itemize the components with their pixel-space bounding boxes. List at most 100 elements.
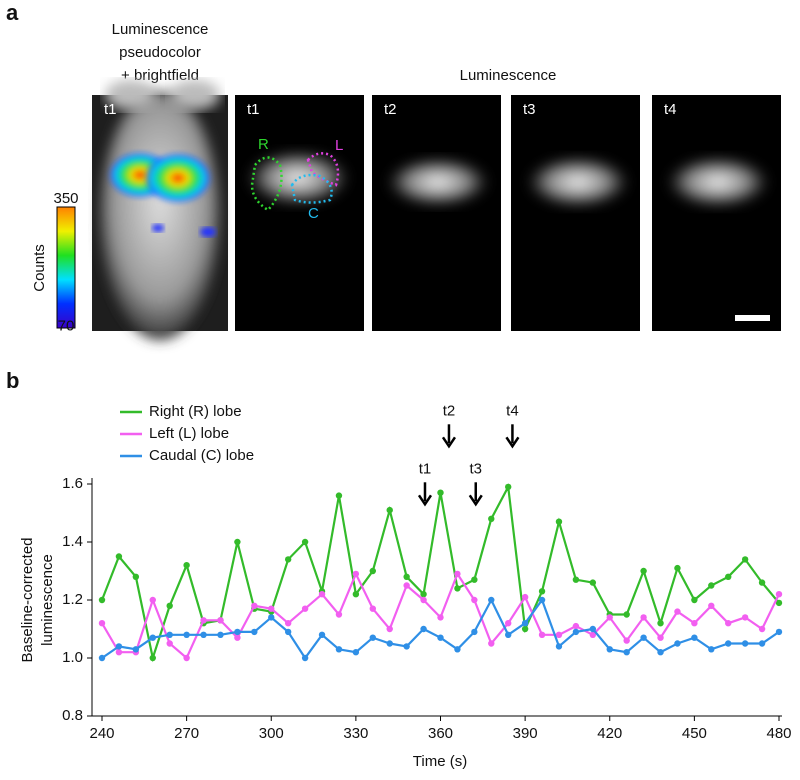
data-point [335,611,343,618]
data-point [589,579,597,586]
data-point [521,593,529,601]
data-point [488,515,495,522]
annotation-label: t4 [506,402,519,419]
data-point [183,654,190,662]
data-point [166,602,173,609]
data-point [149,596,156,604]
data-point [98,620,106,627]
data-point [115,643,123,650]
data-point [538,631,546,638]
data-point [505,483,512,491]
overlay-title: pseudocolor [119,44,201,61]
data-point [318,591,326,598]
legend-label: Left (L) lobe [149,425,229,442]
data-point [403,643,410,650]
data-point [335,646,343,653]
data-point [284,628,292,636]
data-point [352,649,360,656]
data-point [403,573,410,580]
data-point [471,628,478,636]
data-point [623,637,630,644]
annotation-label: t2 [443,402,456,419]
data-point [758,625,766,633]
data-point [268,605,275,612]
data-point [691,596,698,604]
data-point [640,634,647,641]
y-tick-label: 1.4 [62,533,83,550]
annotation-label: t3 [470,460,483,477]
data-point [420,625,427,633]
data-point [674,640,681,647]
data-point [572,576,580,583]
data-point [437,489,444,496]
roi-label: R [258,136,269,153]
x-tick-label: 360 [428,725,453,742]
data-point [623,611,630,618]
roi-label: L [335,137,343,154]
data-point [691,620,698,627]
x-tick-label: 270 [174,725,199,742]
data-point [725,620,732,627]
data-point [708,646,715,653]
data-point [775,628,783,636]
colorbar [56,206,76,329]
data-point [115,649,123,656]
luminescence-images [235,95,781,331]
data-point [149,634,156,641]
data-point [369,634,376,641]
data-point [555,631,563,638]
data-point [301,605,309,612]
data-point [471,576,478,583]
data-point [217,617,224,624]
y-tick-label: 1.6 [62,475,83,492]
data-point [521,620,529,627]
data-point [318,631,326,638]
data-point [589,625,597,633]
data-point [200,617,207,624]
frame-label: t4 [664,101,677,118]
annotation-label: t1 [419,460,432,477]
data-point [555,518,563,525]
colorbar-label: Counts [31,244,48,292]
data-point [149,654,156,662]
data-point [301,654,309,662]
data-point [166,640,173,647]
annotation-arrowhead [468,494,483,507]
roi-outlines [250,152,340,212]
data-point [708,582,715,589]
data-point [251,628,258,636]
data-point [674,564,681,572]
data-point [505,620,512,627]
legend-label: Right (R) lobe [149,403,242,420]
data-point [725,573,732,580]
data-point [572,622,580,630]
data-point [775,591,783,598]
luminescence-title: Luminescence [460,67,557,84]
data-point [98,654,106,662]
x-tick-label: 240 [89,725,114,742]
data-point [437,634,444,641]
data-point [217,631,224,638]
x-tick-label: 390 [513,725,538,742]
annotation-arrowhead [417,494,433,507]
data-point [268,614,275,621]
data-point [284,556,292,563]
data-point [386,625,393,633]
data-point [352,591,360,598]
overlay-image [92,80,228,340]
data-point [725,640,732,647]
y-axis-label: luminescence [39,554,56,646]
data-point [657,634,664,641]
data-point [623,649,630,656]
data-point [555,643,563,650]
data-point [606,646,613,653]
data-point [183,631,190,638]
data-point [589,631,597,638]
data-point [454,646,461,653]
frame-label: t1 [104,101,117,118]
data-point [741,556,749,563]
data-point [98,596,106,604]
data-point [386,506,393,514]
data-point [437,614,444,621]
